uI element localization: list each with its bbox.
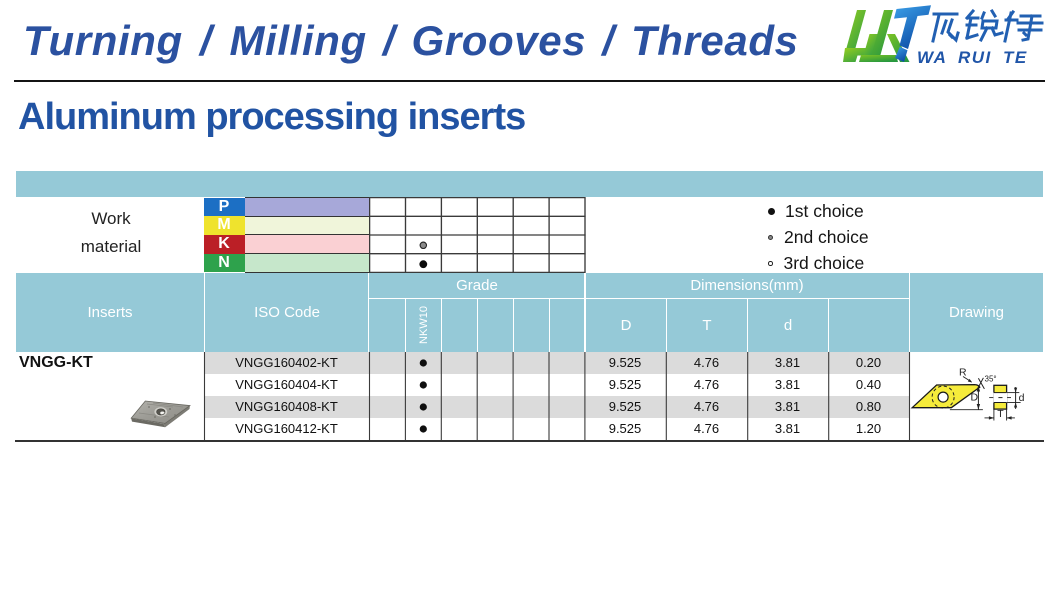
svg-text:D: D [971,392,979,404]
svg-text:T: T [997,408,1004,420]
svg-text:d: d [1019,392,1025,404]
svg-text:R: R [959,367,967,379]
svg-text:WA RUI TE: WA RUI TE [917,48,1028,67]
svg-text:35°: 35° [985,375,997,384]
